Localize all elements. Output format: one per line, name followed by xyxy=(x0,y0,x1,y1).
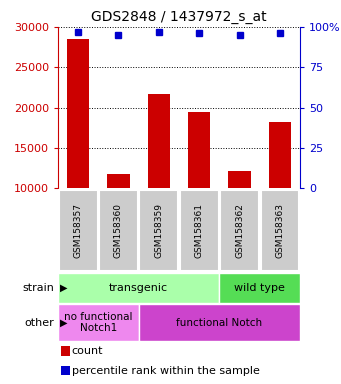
Title: GDS2848 / 1437972_s_at: GDS2848 / 1437972_s_at xyxy=(91,10,267,25)
Text: strain: strain xyxy=(23,283,55,293)
Bar xyxy=(107,174,130,188)
Text: count: count xyxy=(72,346,103,356)
Text: functional Notch: functional Notch xyxy=(176,318,263,328)
Text: GSM158361: GSM158361 xyxy=(195,203,204,258)
Bar xyxy=(67,39,89,188)
Text: no functional
Notch1: no functional Notch1 xyxy=(64,312,133,333)
Bar xyxy=(269,122,291,188)
Text: other: other xyxy=(25,318,55,328)
Bar xyxy=(219,273,300,303)
Bar xyxy=(59,190,98,271)
Bar xyxy=(228,171,251,188)
Text: GSM158357: GSM158357 xyxy=(74,203,83,258)
Bar xyxy=(58,304,139,341)
Text: ▶: ▶ xyxy=(60,318,67,328)
Bar xyxy=(58,273,219,303)
Bar xyxy=(139,304,300,341)
Text: ▶: ▶ xyxy=(60,283,67,293)
Bar xyxy=(261,190,299,271)
Text: GSM158359: GSM158359 xyxy=(154,203,163,258)
Bar xyxy=(220,190,259,271)
Bar xyxy=(148,94,170,188)
Text: GSM158360: GSM158360 xyxy=(114,203,123,258)
Text: wild type: wild type xyxy=(234,283,285,293)
Text: GSM158363: GSM158363 xyxy=(276,203,284,258)
Bar xyxy=(99,190,138,271)
Text: GSM158362: GSM158362 xyxy=(235,203,244,258)
Bar xyxy=(180,190,219,271)
Bar xyxy=(139,190,178,271)
Bar xyxy=(188,112,210,188)
Text: percentile rank within the sample: percentile rank within the sample xyxy=(72,366,260,376)
Text: transgenic: transgenic xyxy=(109,283,168,293)
